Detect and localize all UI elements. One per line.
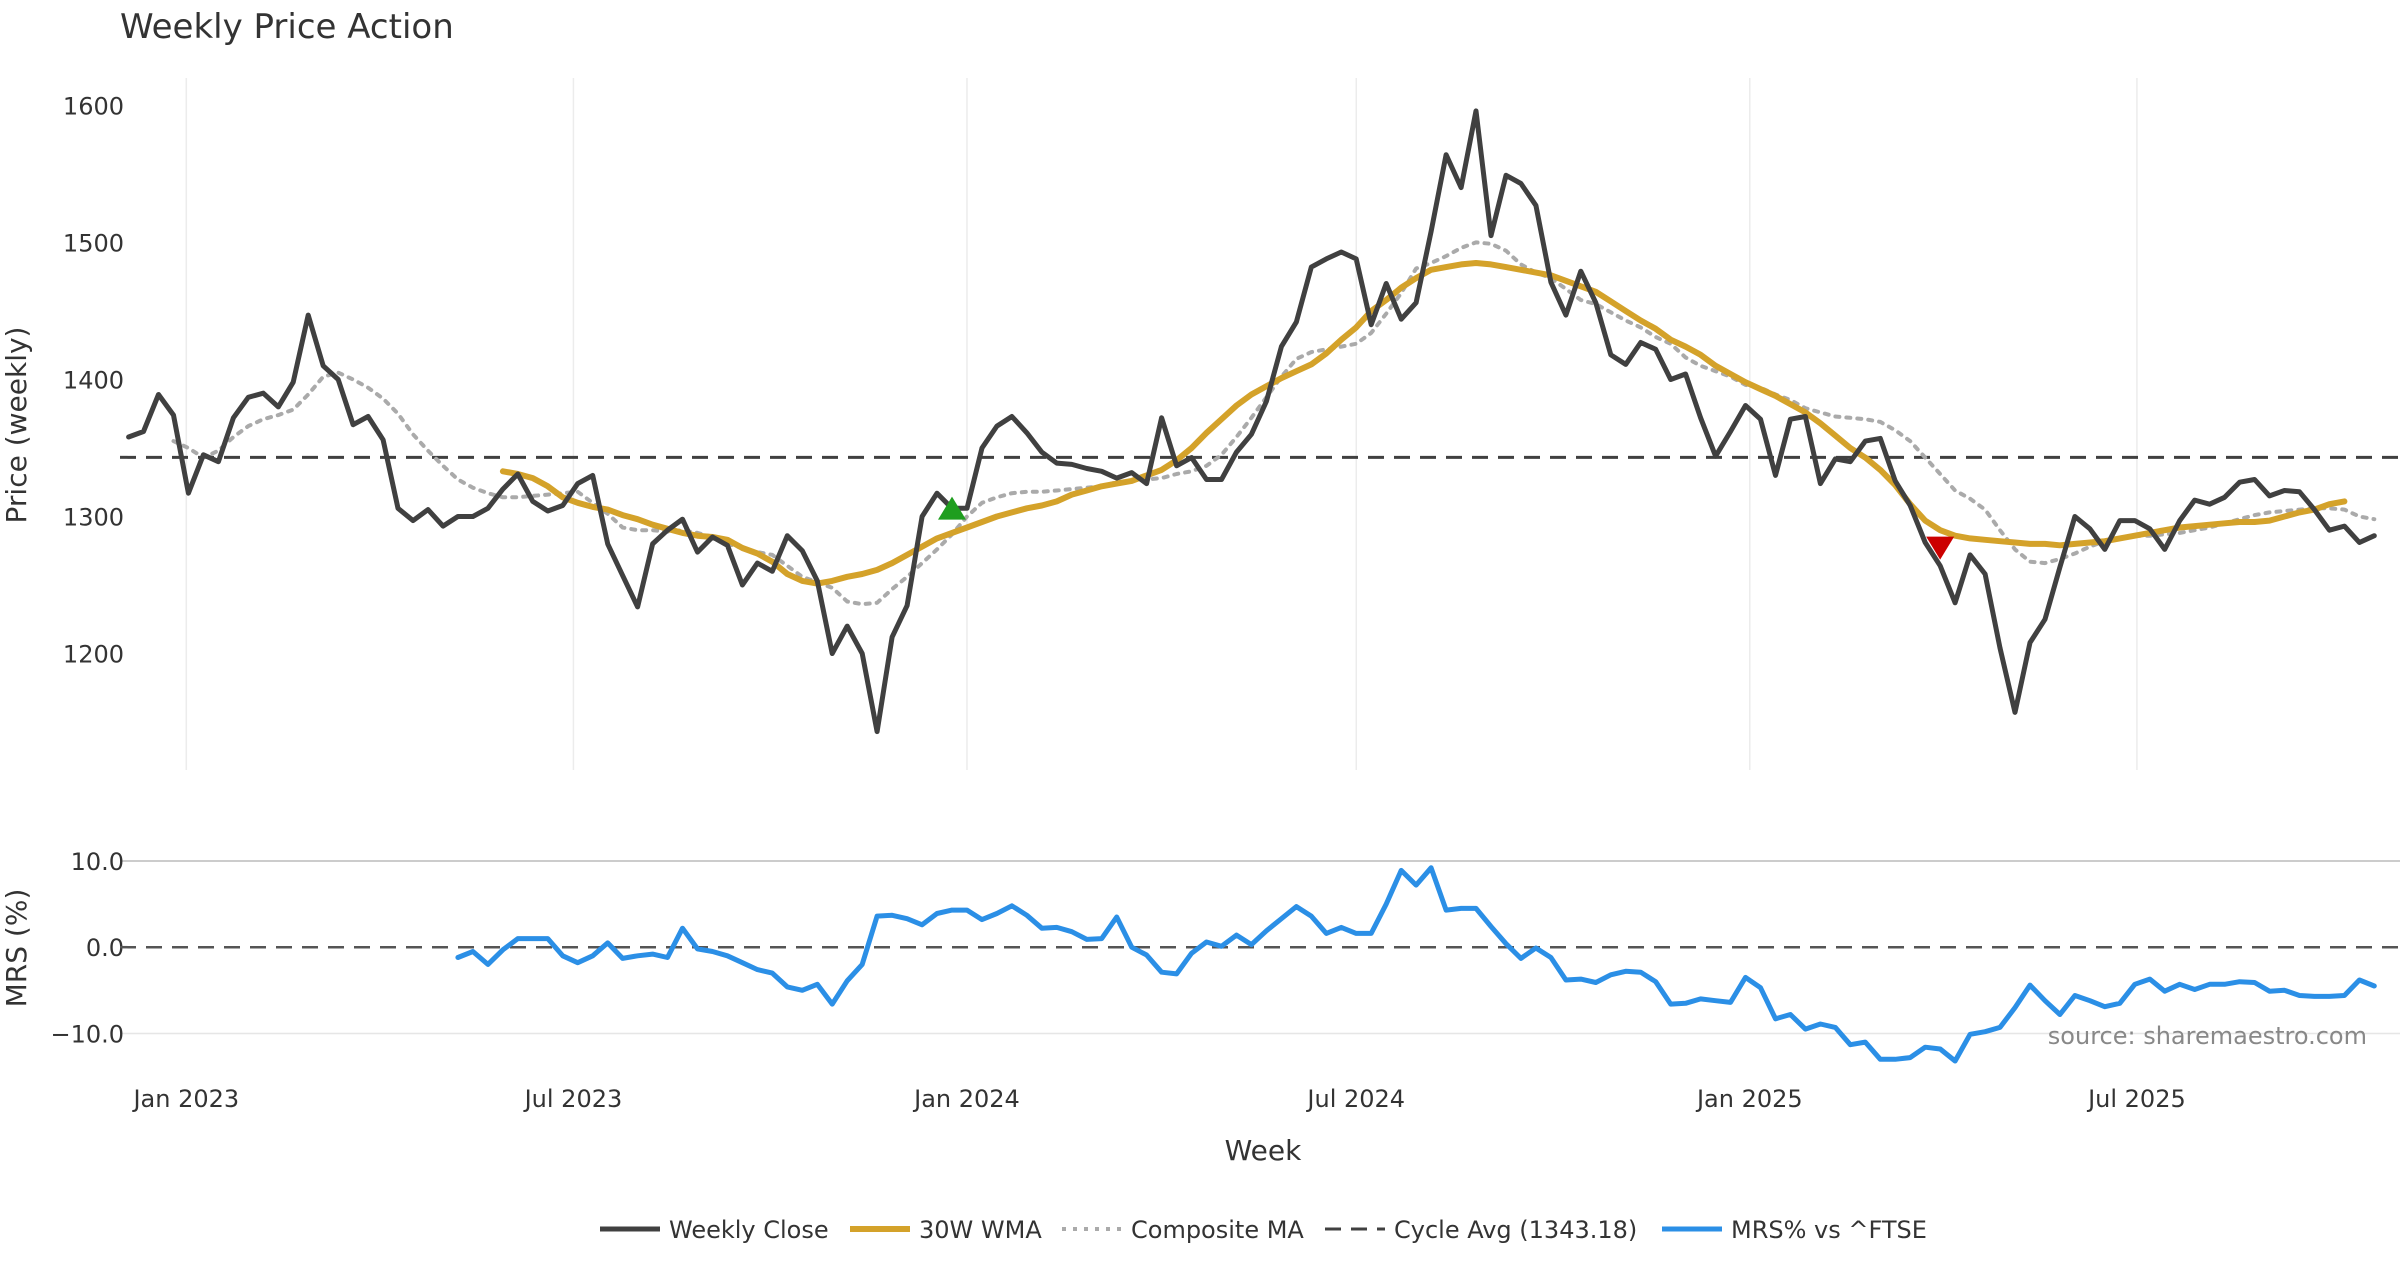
legend-label: Cycle Avg (1343.18) bbox=[1394, 1216, 1637, 1244]
buy-signal-marker bbox=[938, 496, 967, 520]
mrs-plot-area bbox=[455, 865, 2377, 1064]
legend-label: Weekly Close bbox=[669, 1216, 829, 1244]
mrs-y-tick-label: 10.0 bbox=[71, 848, 124, 876]
source-annotation: source: sharemaestro.com bbox=[2048, 1022, 2367, 1050]
legend: Weekly Close 30W WMA Composite MA Cycle Avg… bbox=[600, 1216, 1927, 1244]
x-axis-label: Week bbox=[1225, 1134, 1302, 1167]
composite-ma-line bbox=[171, 240, 2377, 607]
mrs-line bbox=[455, 865, 2377, 1064]
legend-label: Composite MA bbox=[1131, 1216, 1304, 1244]
price-y-tick-label: 1400 bbox=[63, 366, 124, 394]
mrs-grid: 10.0 0.0 −10.0 bbox=[50, 848, 2400, 1048]
mrs-y-tick-label: −10.0 bbox=[50, 1020, 124, 1048]
price-y-tick-label: 1200 bbox=[63, 641, 124, 669]
price-grid: 1200 1300 1400 1500 1600 bbox=[63, 78, 2138, 770]
chart-title: Weekly Price Action bbox=[120, 7, 454, 47]
price-y-tick-label: 1300 bbox=[63, 503, 124, 531]
price-y-tick-label: 1500 bbox=[63, 229, 124, 257]
x-tick-label: Jan 2024 bbox=[912, 1085, 1020, 1113]
x-tick-label: Jul 2024 bbox=[1305, 1085, 1405, 1113]
x-tick-label: Jul 2025 bbox=[2086, 1085, 2186, 1113]
mrs-y-tick-label: 0.0 bbox=[86, 934, 124, 962]
x-tick-label: Jan 2025 bbox=[1695, 1085, 1803, 1113]
weekly-close-line bbox=[126, 108, 2377, 735]
price-plot-area bbox=[120, 108, 2400, 735]
x-tick-label: Jan 2023 bbox=[131, 1085, 239, 1113]
mrs-y-axis-label: MRS (%) bbox=[0, 889, 33, 1008]
legend-label: 30W WMA bbox=[919, 1216, 1042, 1244]
x-axis: Jan 2023 Jul 2023 Jan 2024 Jul 2024 Jan 2025… bbox=[131, 1085, 2185, 1113]
legend-label: MRS% vs ^FTSE bbox=[1731, 1216, 1927, 1244]
x-tick-label: Jul 2023 bbox=[523, 1085, 623, 1113]
price-y-axis-label: Price (weekly) bbox=[0, 327, 33, 524]
price-y-tick-label: 1600 bbox=[63, 92, 124, 120]
sell-signal-marker bbox=[1926, 536, 1955, 560]
